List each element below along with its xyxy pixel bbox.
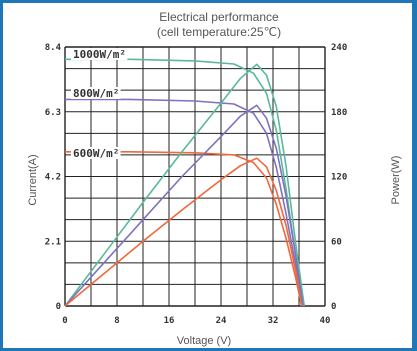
y-right-tick-label: 60 xyxy=(331,237,342,247)
chart-frame: Electrical performance (cell temperature… xyxy=(3,3,412,348)
curves xyxy=(64,58,305,307)
y-left-tick-label: 0 xyxy=(56,302,61,312)
x-tick-label: 40 xyxy=(320,316,331,326)
grid xyxy=(64,46,326,307)
x-axis-label: Voltage (V) xyxy=(177,335,231,347)
y-right-tick-label: 120 xyxy=(331,173,347,183)
chart-svg: Electrical performance (cell temperature… xyxy=(27,10,402,347)
y-left-tick-label: 6.3 xyxy=(45,108,61,118)
y-left-tick-label: 2.1 xyxy=(45,237,61,247)
y-left-tick-label: 8.4 xyxy=(45,43,62,53)
irradiance-label: 1000W/m² xyxy=(73,48,126,61)
y-left-tick-label: 4.2 xyxy=(45,173,61,183)
x-tick-label: 0 xyxy=(62,316,67,326)
y-right-tick-label: 180 xyxy=(331,108,347,118)
y-right-axis-label: Power(W) xyxy=(390,156,402,205)
power-curve-600 xyxy=(64,157,303,307)
irradiance-label: 600W/m² xyxy=(73,147,119,160)
current-curve-800 xyxy=(65,98,304,307)
y-right-tick-label: 240 xyxy=(331,43,347,53)
current-curve-600 xyxy=(65,151,303,307)
irradiance-label-bg xyxy=(71,87,121,99)
power-curve-1000 xyxy=(64,63,305,307)
power-curve-800 xyxy=(64,104,304,307)
x-tick-label: 24 xyxy=(216,316,227,326)
x-tick-label: 32 xyxy=(268,316,279,326)
chart-title: Electrical performance xyxy=(159,10,279,24)
irradiance-label-bg xyxy=(71,147,121,159)
x-tick-label: 16 xyxy=(164,316,175,326)
irradiance-label-bg xyxy=(71,48,128,60)
x-tick-label: 8 xyxy=(114,316,119,326)
irradiance-labels: 1000W/m² 800W/m² 600W/m² xyxy=(71,48,128,160)
y-right-tick-label: 0 xyxy=(331,302,336,312)
y-left-axis-label: Current(A) xyxy=(27,154,39,205)
irradiance-label: 800W/m² xyxy=(73,87,119,100)
chart-subtitle: (cell temperature:25℃) xyxy=(157,25,281,39)
